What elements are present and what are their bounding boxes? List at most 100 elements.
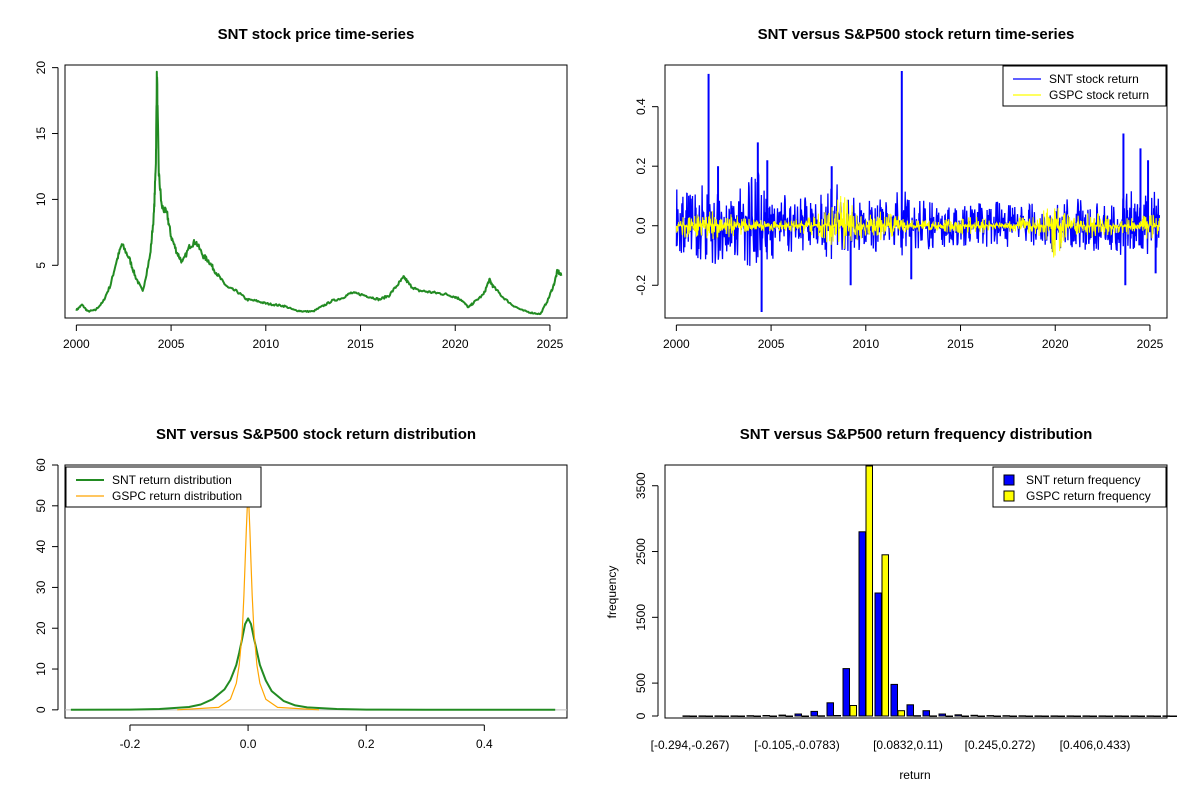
chart-title: SNT versus S&P500 stock return distribut…	[156, 426, 476, 443]
y-tick-label: 1500	[634, 604, 648, 631]
plot-frame	[664, 64, 1168, 319]
snt-frequency-bar	[1018, 715, 1026, 717]
snt-frequency-bar	[698, 715, 706, 717]
legend-entry: GSPC return distribution	[112, 489, 242, 503]
legend-box	[65, 466, 262, 508]
snt-frequency-bar	[1130, 715, 1138, 717]
legend-swatch	[1003, 474, 1015, 486]
gspc-frequency-bar	[753, 715, 761, 717]
chart-title: SNT versus S&P500 return frequency distr…	[740, 426, 1093, 443]
snt-frequency-bar	[1114, 715, 1122, 717]
legend-entry: GSPC stock return	[1049, 88, 1149, 102]
legend-entry: SNT return frequency	[1026, 473, 1141, 487]
snt-frequency-bar	[1098, 715, 1106, 717]
x-tick-label: 2010	[852, 337, 879, 351]
gspc-frequency-bar	[1105, 715, 1113, 717]
plot-frame	[664, 464, 1168, 719]
snt-frequency-bar	[970, 714, 978, 717]
x-tick-label: 2010	[252, 337, 279, 351]
x-tick-label: 2000	[63, 337, 90, 351]
snt-frequency-bar	[714, 715, 722, 717]
snt-frequency-bar	[794, 713, 802, 717]
snt-frequency-bar	[986, 715, 994, 717]
snt-frequency-bar	[778, 714, 786, 717]
y-tick-label: 0.2	[634, 158, 648, 175]
y-tick-label: 50	[34, 499, 48, 513]
x-category-label: [0.0832,0.11)	[873, 738, 943, 752]
snt-frequency-bar	[938, 713, 946, 717]
snt-frequency-bar	[1050, 715, 1058, 717]
panel-return-distribution: SNT versus S&P500 stock return distribut…	[34, 426, 568, 751]
gspc-frequency-bar	[961, 715, 969, 717]
snt-frequency-bar	[954, 714, 962, 717]
y-tick-label: -0.2	[634, 275, 648, 296]
gspc-frequency-bar	[849, 705, 857, 717]
gspc-frequency-bar	[1025, 715, 1033, 717]
gspc-frequency-bar	[977, 715, 985, 717]
x-tick-label: 2005	[158, 337, 185, 351]
x-tick-label: 2025	[1137, 337, 1164, 351]
legend-entry: GSPC return frequency	[1026, 489, 1151, 503]
x-tick-label: 2015	[947, 337, 974, 351]
snt-frequency-bar	[858, 531, 866, 717]
gspc-frequency-bar	[769, 715, 777, 717]
x-tick-label: 2020	[1042, 337, 1069, 351]
x-tick-label: 0.0	[240, 737, 257, 751]
chart-title: SNT versus S&P500 stock return time-seri…	[758, 26, 1075, 43]
x-tick-label: 2020	[442, 337, 469, 351]
snt-frequency-bar	[682, 715, 690, 717]
gspc-frequency-bar	[785, 715, 793, 717]
y-tick-label: 10	[34, 662, 48, 676]
snt-frequency-bar	[826, 702, 834, 717]
x-tick-label: 2000	[663, 337, 690, 351]
gspc-frequency-bar	[881, 554, 889, 717]
gspc-frequency-bar	[1137, 715, 1145, 717]
gspc-frequency-bar	[705, 715, 713, 717]
x-category-label: [0.406,0.433)	[1060, 738, 1131, 752]
snt-frequency-bar	[746, 715, 754, 717]
gspc-frequency-bar	[1041, 715, 1049, 717]
gspc-frequency-bar	[993, 715, 1001, 717]
snt-frequency-bar	[1082, 715, 1090, 717]
x-category-label: [-0.294,-0.267)	[651, 738, 730, 752]
y-tick-label: 20	[34, 621, 48, 635]
plot-frame	[64, 64, 568, 319]
x-category-label: [0.245,0.272)	[965, 738, 1036, 752]
y-tick-label: 60	[34, 458, 48, 472]
legend-box	[1002, 65, 1167, 107]
x-axis-title: return	[899, 768, 930, 782]
gspc-frequency-bar	[1009, 715, 1017, 717]
gspc-frequency-bar	[833, 715, 841, 717]
x-tick-label: 0.2	[358, 737, 375, 751]
gspc-frequency-bar	[945, 715, 953, 717]
snt-frequency-bar	[1066, 715, 1074, 717]
x-tick-label: 0.4	[476, 737, 493, 751]
gspc-frequency-bar	[801, 715, 809, 717]
snt-frequency-bar	[1002, 715, 1010, 717]
gspc-frequency-bar	[1057, 715, 1065, 717]
gspc-frequency-bar	[913, 715, 921, 717]
series-snt-density-line	[70, 617, 556, 711]
gspc-frequency-bar	[1169, 715, 1177, 717]
legend-swatch	[1003, 490, 1015, 502]
gspc-frequency-bar	[689, 715, 697, 717]
snt-frequency-bar	[842, 668, 850, 717]
x-tick-label: 2025	[537, 337, 564, 351]
legend-box	[992, 466, 1167, 508]
x-tick-label: 2005	[758, 337, 785, 351]
y-tick-label: 500	[634, 673, 648, 693]
gspc-frequency-bar	[929, 715, 937, 717]
series-gspc-density-line	[177, 493, 320, 711]
snt-frequency-bar	[762, 715, 770, 717]
legend-entry: SNT return distribution	[112, 473, 232, 487]
gspc-frequency-bar	[721, 715, 729, 717]
y-tick-label: 3500	[634, 472, 648, 499]
snt-frequency-bar	[810, 710, 818, 717]
gspc-frequency-bar	[817, 715, 825, 717]
panel-return-time-series: SNT versus S&P500 stock return time-seri…	[634, 26, 1168, 351]
gspc-frequency-bar	[1121, 715, 1129, 717]
y-tick-label: 30	[34, 580, 48, 594]
y-tick-label: 0.4	[634, 98, 648, 115]
